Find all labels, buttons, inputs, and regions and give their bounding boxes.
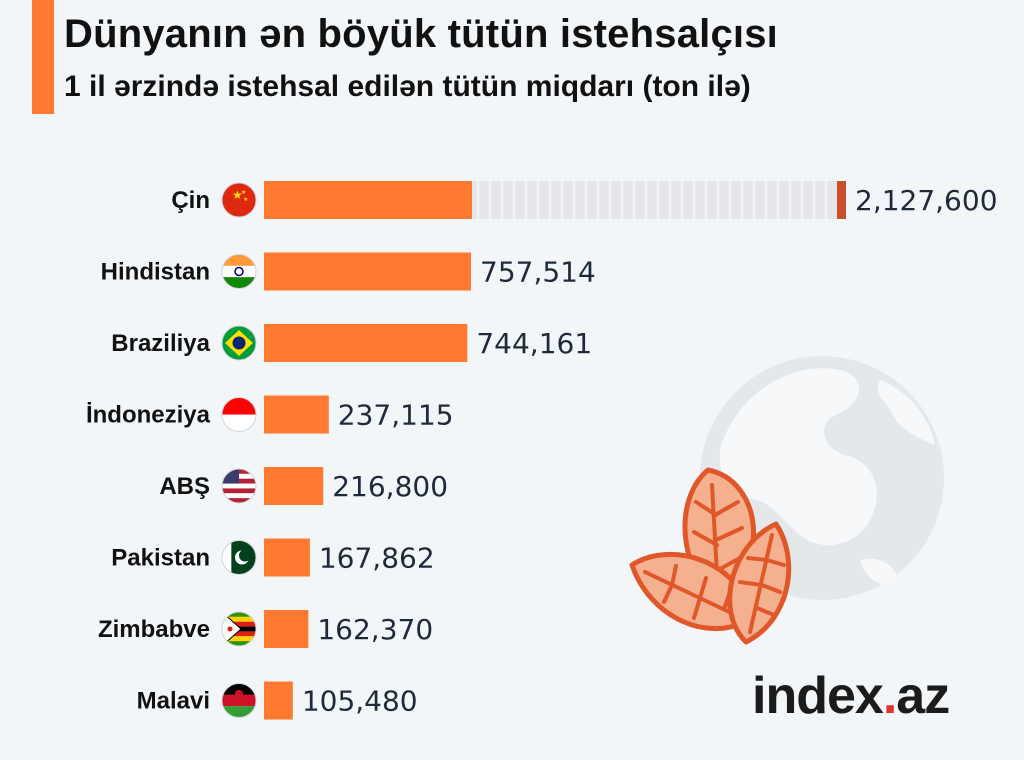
malawi-flag-icon (221, 683, 257, 718)
accent-bar (32, 0, 54, 114)
value-label: 162,370 (317, 613, 433, 646)
usa-flag-icon (221, 468, 257, 504)
svg-text:★: ★ (241, 189, 246, 196)
svg-text:★: ★ (232, 188, 243, 202)
bar-break-marker (837, 181, 846, 219)
category-label: Zimbabve (98, 616, 210, 643)
tobacco-leaves-illustration (629, 467, 792, 645)
brand-logo: index.az (752, 667, 950, 725)
category-label: Hindistan (101, 259, 210, 286)
value-label: 216,800 (332, 470, 448, 503)
bar (264, 324, 468, 362)
value-label: 757,514 (480, 256, 596, 289)
bar (264, 395, 329, 434)
value-label: 167,862 (319, 542, 435, 575)
value-label: 2,127,600 (855, 184, 998, 217)
value-label: 744,161 (476, 327, 592, 360)
pakistan-flag-icon (221, 540, 257, 575)
category-label: İndoneziya (86, 402, 211, 429)
category-label: ABŞ (159, 473, 210, 500)
zimbabwe-flag-icon (221, 611, 257, 647)
china-flag-icon: ★★★ (221, 182, 257, 218)
category-label: Pakistan (111, 545, 210, 572)
bar (264, 467, 324, 505)
bar (264, 181, 472, 219)
chart-subtitle: 1 il ərzində istehsal edilən tütün miqda… (64, 70, 751, 103)
category-label: Braziliya (111, 330, 210, 357)
chart-title: Dünyanın ən böyük tütün istehsalçısı (64, 12, 778, 56)
brazil-flag-icon (221, 325, 257, 361)
bar (264, 610, 309, 648)
category-label: Malavi (137, 688, 210, 715)
indonesia-flag-icon (221, 397, 257, 432)
bar-break-stripes (477, 181, 827, 219)
bar (264, 538, 310, 577)
svg-text:★: ★ (243, 196, 248, 203)
value-label: 237,115 (338, 399, 454, 432)
bar (264, 252, 471, 291)
india-flag-icon (221, 254, 257, 289)
bar (264, 681, 293, 720)
value-label: 105,480 (302, 685, 418, 718)
category-label: Çin (171, 187, 210, 214)
